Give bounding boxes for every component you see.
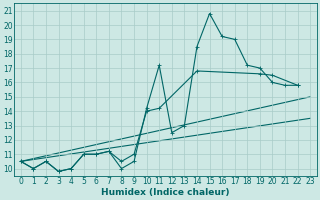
X-axis label: Humidex (Indice chaleur): Humidex (Indice chaleur) [101,188,230,197]
